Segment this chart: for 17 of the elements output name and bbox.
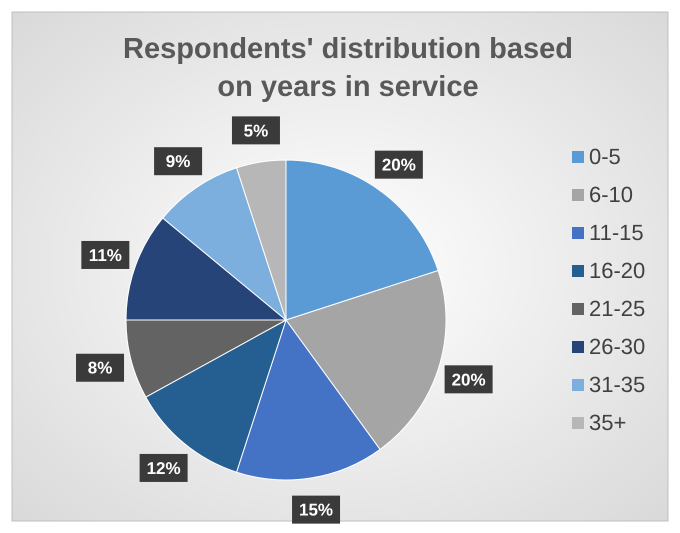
data-label: 8%: [88, 358, 112, 378]
data-label: 5%: [244, 121, 268, 140]
data-label: 15%: [299, 500, 334, 520]
legend-label: 31-35: [589, 372, 646, 397]
legend-label: 11-15: [589, 220, 644, 245]
data-label: 12%: [146, 458, 181, 478]
legend-label: 16-20: [589, 258, 646, 283]
data-label: 11%: [88, 246, 122, 265]
legend-label: 0-5: [589, 144, 621, 169]
legend-label: 26-30: [589, 334, 646, 359]
legend-label: 35+: [589, 410, 626, 435]
data-label: 9%: [166, 152, 190, 172]
chart-title: Respondents' distribution based on years in service: [123, 33, 573, 103]
legend-label: 21-25: [589, 296, 646, 321]
legend-label: 6-10: [589, 182, 634, 207]
data-label: 20%: [452, 370, 486, 390]
data-label: 20%: [382, 156, 416, 175]
